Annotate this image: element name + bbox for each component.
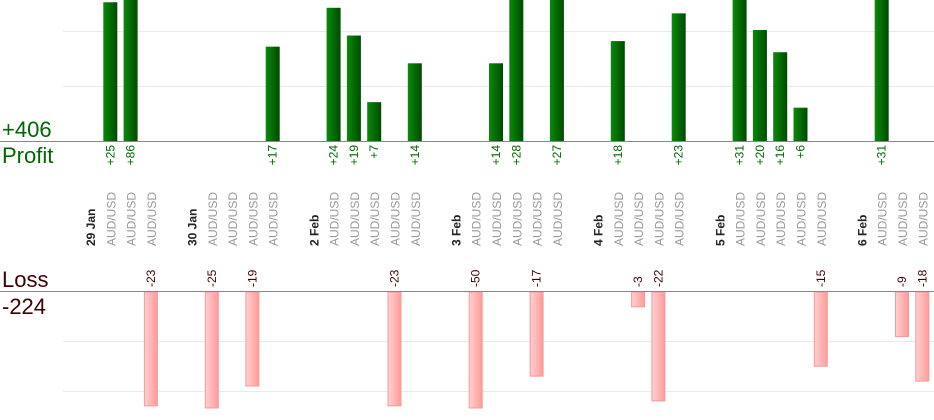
symbol-label: AUD/USD: [673, 192, 687, 246]
profit-value-label: +23: [672, 145, 686, 166]
profit-value-label: +31: [875, 145, 889, 166]
symbol-label: AUD/USD: [226, 192, 240, 246]
profit-value-label: +31: [733, 145, 747, 166]
loss-bar[interactable]: [915, 291, 930, 382]
profit-bar[interactable]: [610, 41, 625, 141]
loss-bar[interactable]: [813, 291, 828, 367]
symbol-label: AUD/USD: [876, 192, 890, 246]
profit-value-label: +7: [367, 145, 381, 159]
profit-value-label: +86: [124, 145, 138, 166]
profit-value-label: +27: [550, 145, 564, 166]
date-label: 2 Feb: [307, 215, 321, 246]
profit-bar[interactable]: [407, 63, 422, 141]
profit-value-label: +17: [266, 145, 280, 166]
date-label: 3 Feb: [449, 215, 463, 246]
loss-value-label: -22: [651, 269, 665, 287]
loss-bar[interactable]: [387, 291, 402, 407]
profit-bar[interactable]: [326, 7, 341, 141]
loss-bar[interactable]: [468, 291, 483, 409]
symbol-label: AUD/USD: [104, 192, 118, 246]
symbol-label: AUD/USD: [125, 192, 139, 246]
symbol-label: AUD/USD: [612, 192, 626, 246]
symbol-label: AUD/USD: [652, 192, 666, 246]
symbol-label: AUD/USD: [368, 192, 382, 246]
loss-value-label: -9: [895, 276, 909, 287]
symbol-label: AUD/USD: [145, 192, 159, 246]
date-label: 4 Feb: [592, 215, 606, 246]
profit-value-label: +24: [327, 145, 341, 166]
symbol-label: AUD/USD: [206, 192, 220, 246]
profit-bar[interactable]: [793, 107, 808, 141]
profit-bar[interactable]: [732, 0, 747, 141]
symbol-label: AUD/USD: [246, 192, 260, 246]
date-label: 6 Feb: [855, 215, 869, 246]
loss-bar[interactable]: [631, 291, 646, 308]
symbol-label: AUD/USD: [348, 192, 362, 246]
symbol-label: AUD/USD: [389, 192, 403, 246]
profit-value-label: +28: [509, 145, 523, 166]
profit-bar[interactable]: [123, 0, 138, 141]
profit-total: +406: [2, 117, 52, 142]
date-label: 29 Jan: [84, 209, 98, 246]
symbol-label: AUD/USD: [490, 192, 504, 246]
date-label: 30 Jan: [186, 209, 200, 246]
profit-bar[interactable]: [265, 46, 280, 141]
profit-value-label: +20: [753, 145, 767, 166]
profit-bar[interactable]: [549, 0, 564, 141]
symbol-label: AUD/USD: [815, 192, 829, 246]
profit-value-label: +16: [773, 145, 787, 166]
loss-bar[interactable]: [529, 291, 544, 377]
loss-value-label: -23: [388, 269, 402, 287]
profit-value-label: +25: [103, 145, 117, 166]
symbol-label: AUD/USD: [734, 192, 748, 246]
loss-value-label: -19: [245, 269, 259, 287]
profit-value-label: +19: [347, 145, 361, 166]
profit-bar[interactable]: [671, 13, 686, 142]
loss-value-label: -25: [205, 269, 219, 287]
profit-label: Profit: [2, 143, 54, 168]
profit-bar[interactable]: [773, 52, 788, 142]
loss-value-label: -17: [530, 269, 544, 287]
loss-value-label: -15: [814, 269, 828, 287]
profit-bar[interactable]: [103, 2, 118, 141]
symbol-label: AUD/USD: [409, 192, 423, 246]
loss-label: Loss: [2, 267, 49, 292]
symbol-label: AUD/USD: [551, 192, 565, 246]
profit-bar[interactable]: [367, 102, 382, 141]
symbol-label: AUD/USD: [510, 192, 524, 246]
profit-bar[interactable]: [874, 0, 889, 141]
symbol-label: AUD/USD: [531, 192, 545, 246]
profit-bar[interactable]: [752, 30, 767, 141]
profit-value-label: +18: [611, 145, 625, 166]
symbol-label: AUD/USD: [774, 192, 788, 246]
profit-bar[interactable]: [509, 0, 524, 141]
loss-bar[interactable]: [895, 291, 909, 338]
profit-value-label: +14: [408, 145, 422, 166]
loss-value-label: -23: [144, 269, 158, 287]
symbol-label: AUD/USD: [267, 192, 281, 246]
symbol-label: AUD/USD: [470, 192, 484, 246]
symbol-label: AUD/USD: [754, 192, 768, 246]
date-label: 5 Feb: [713, 215, 727, 246]
symbol-label: AUD/USD: [896, 192, 910, 246]
symbol-label: AUD/USD: [916, 192, 930, 246]
symbol-label: AUD/USD: [328, 192, 342, 246]
loss-bar[interactable]: [204, 291, 219, 409]
loss-bar[interactable]: [245, 291, 260, 387]
loss-bar[interactable]: [143, 291, 158, 407]
symbol-label: AUD/USD: [795, 192, 809, 246]
profit-bar[interactable]: [346, 35, 361, 141]
loss-value-label: -3: [631, 276, 645, 287]
profit-value-label: +6: [794, 145, 808, 159]
loss-value-label: -18: [915, 269, 929, 287]
profit-value-label: +14: [489, 145, 503, 166]
profit-bar[interactable]: [489, 63, 503, 141]
symbol-label: AUD/USD: [632, 192, 646, 246]
loss-bar[interactable]: [651, 291, 666, 402]
loss-value-label: -50: [469, 269, 483, 287]
loss-total: -224: [2, 294, 47, 319]
